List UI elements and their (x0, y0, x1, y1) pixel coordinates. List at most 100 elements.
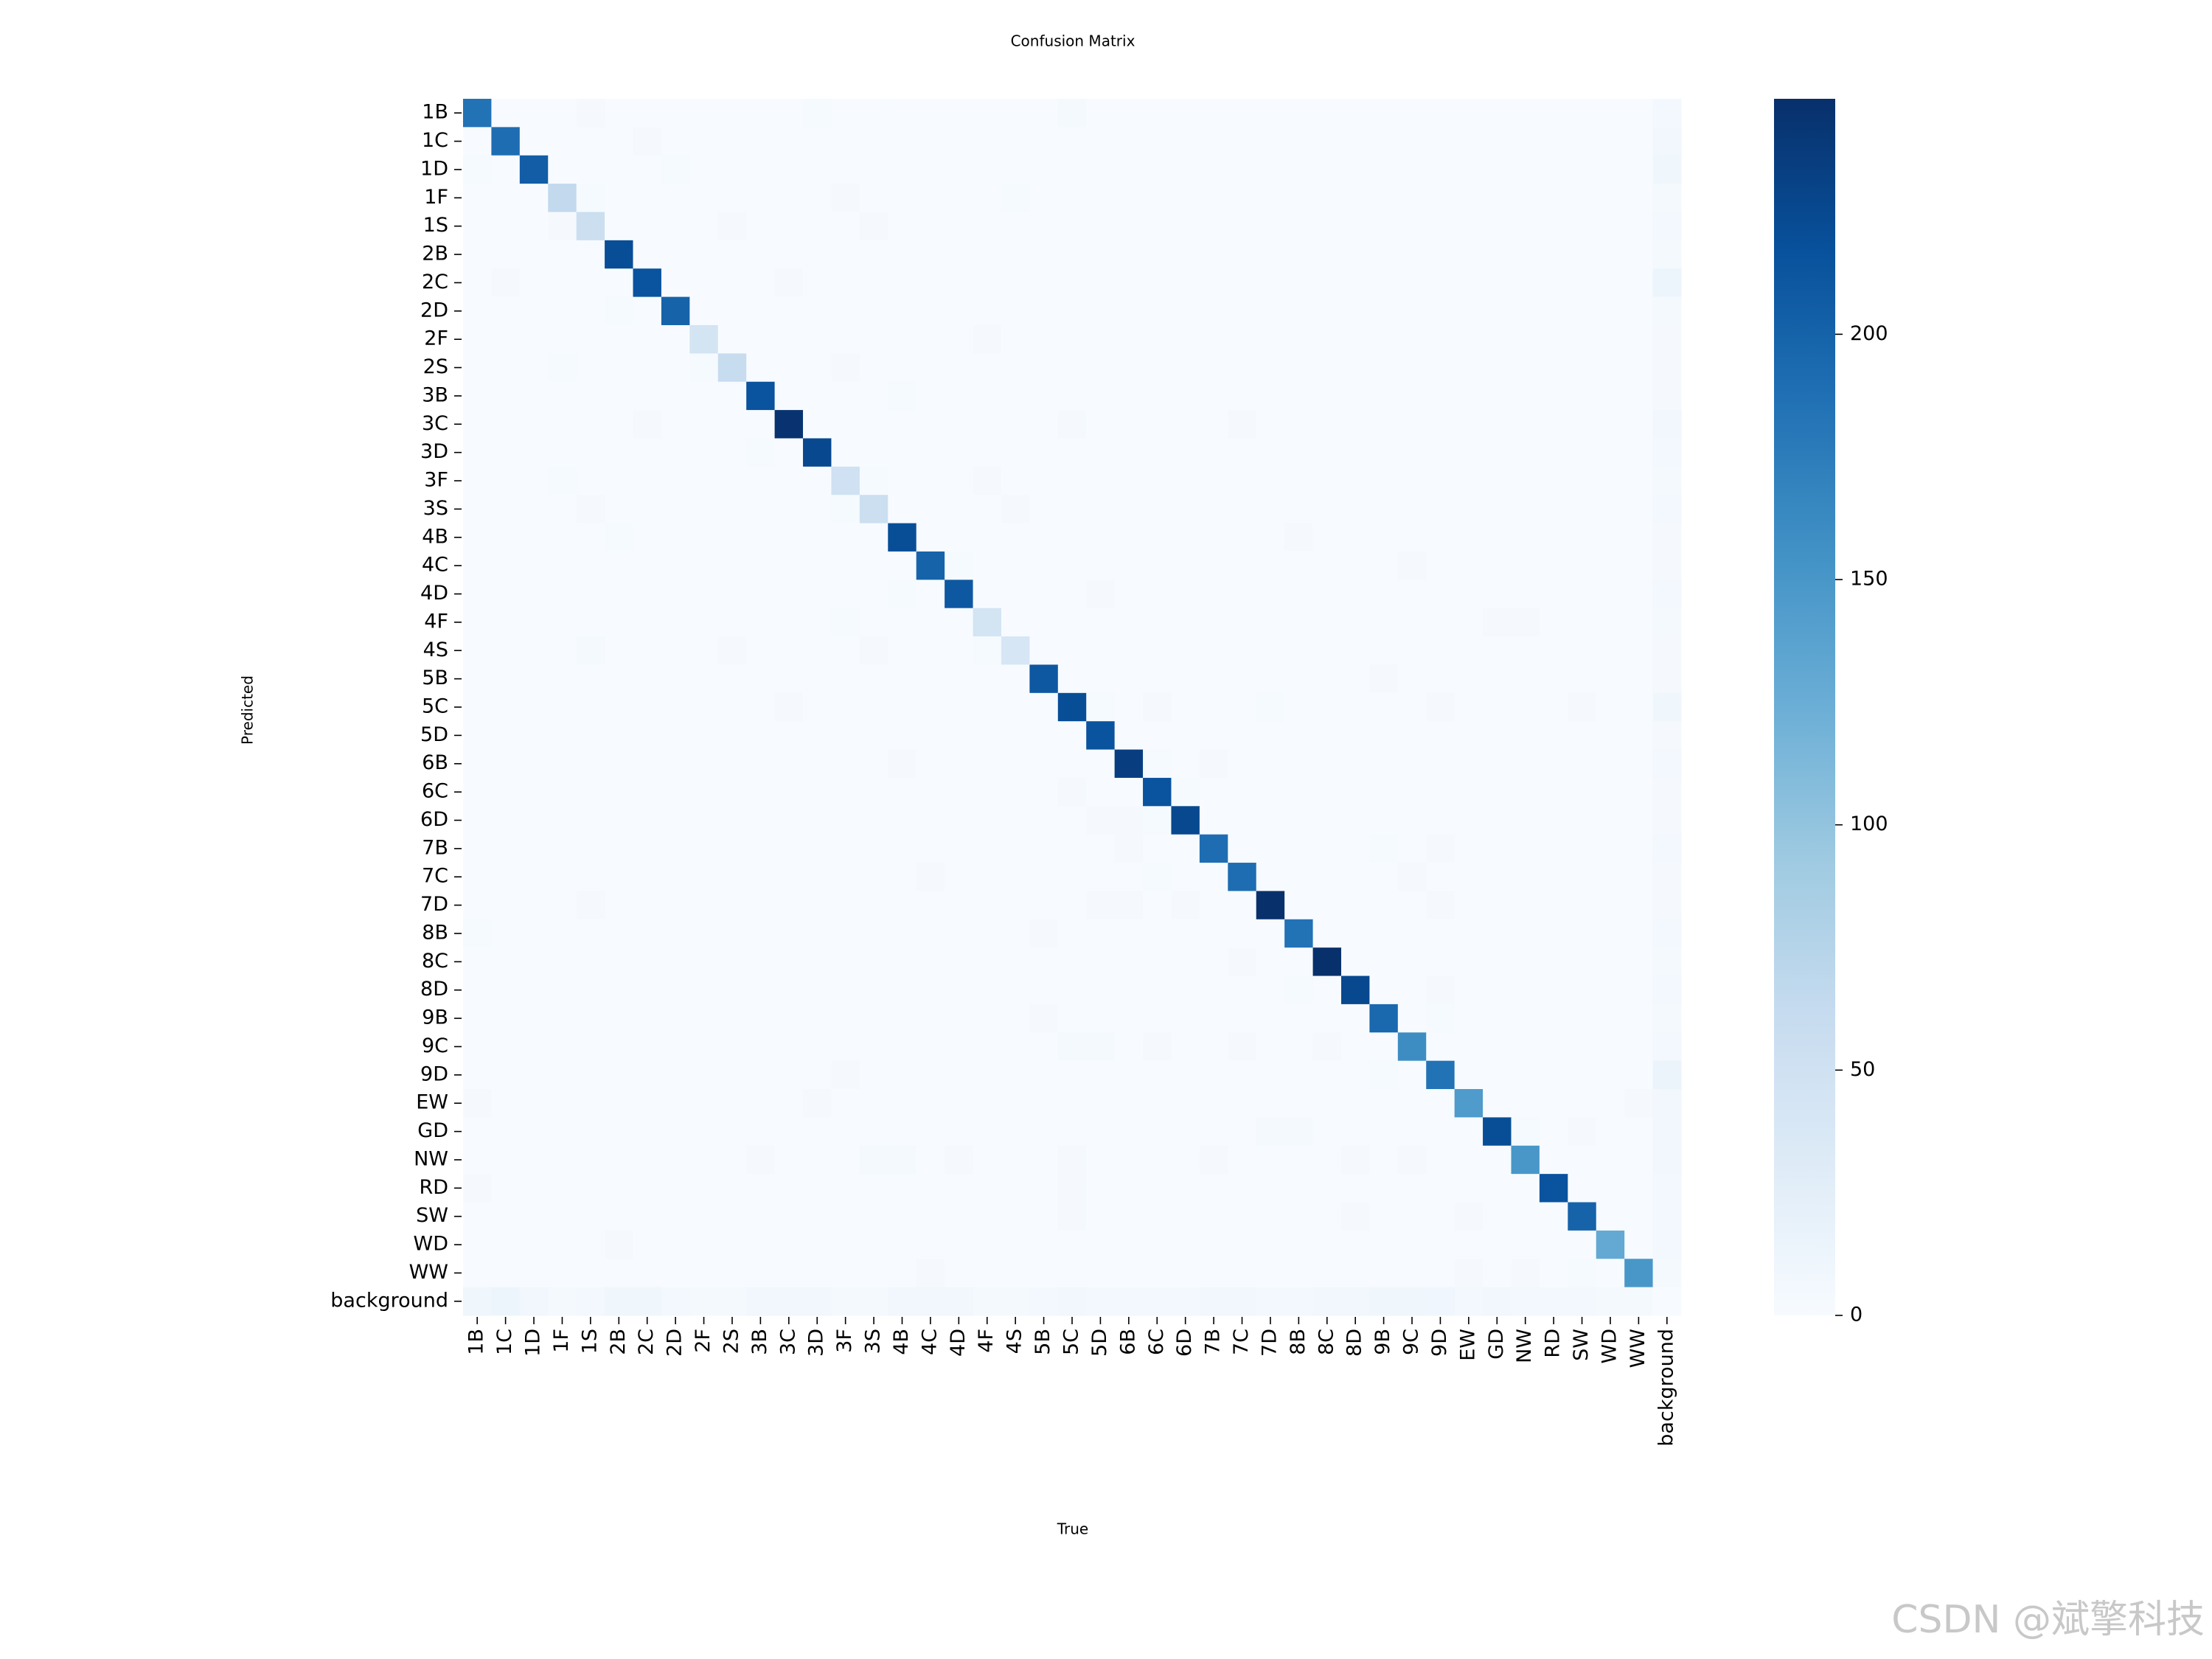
cell (1029, 1202, 1059, 1231)
cell (1312, 1202, 1342, 1231)
cell (1114, 438, 1144, 467)
cell (1256, 891, 1285, 920)
cell (888, 1089, 917, 1118)
cell (1539, 212, 1568, 241)
cell (1340, 1230, 1370, 1259)
cell (1624, 721, 1654, 751)
cell (1624, 212, 1654, 241)
cell (1312, 1145, 1342, 1175)
cell (1284, 749, 1314, 779)
cell (859, 268, 888, 298)
cell (463, 268, 492, 298)
cell (1114, 466, 1144, 495)
cell (973, 891, 1002, 920)
cell (774, 353, 804, 383)
cell (491, 664, 521, 694)
cell (576, 523, 605, 552)
cell (1652, 947, 1682, 977)
x-tick-label: 1B (465, 1329, 488, 1355)
cell (973, 1287, 1002, 1316)
cell (774, 721, 804, 751)
cell (576, 1145, 605, 1175)
y-tick-label: 2C (422, 271, 448, 293)
cell (803, 975, 832, 1005)
cell (1454, 692, 1484, 722)
cell (548, 777, 577, 807)
cell (1029, 947, 1059, 977)
cell (1539, 919, 1568, 948)
cell (1284, 240, 1314, 269)
cell (1171, 1145, 1200, 1175)
cell (1312, 975, 1342, 1005)
cell (519, 212, 549, 241)
cell (859, 692, 888, 722)
cell (689, 777, 719, 807)
cell (1228, 580, 1257, 609)
cell (1001, 636, 1030, 665)
cell (746, 495, 776, 524)
cell (1539, 777, 1568, 807)
cell (491, 692, 521, 722)
cell (1454, 975, 1484, 1005)
cell (888, 1145, 917, 1175)
cell (1284, 1060, 1314, 1090)
cell (1483, 749, 1512, 779)
cell (859, 749, 888, 779)
cell (661, 636, 690, 665)
cell (548, 1259, 577, 1288)
cell (888, 466, 917, 495)
cell (1483, 636, 1512, 665)
colorbar-tick-label: 0 (1850, 1304, 1863, 1326)
cell (1454, 466, 1484, 495)
cell (1426, 636, 1455, 665)
cell (548, 1117, 577, 1147)
cell (519, 863, 549, 891)
cell (1652, 1117, 1682, 1147)
cell (1511, 212, 1540, 241)
cell (605, 1060, 634, 1090)
cell (1171, 324, 1200, 354)
cell (916, 1287, 945, 1316)
cell (717, 1174, 747, 1203)
cell (1596, 381, 1625, 411)
cell (576, 947, 605, 977)
cell (548, 919, 577, 948)
x-tick-label: 9D (1428, 1329, 1451, 1357)
cell (803, 863, 832, 891)
cell (746, 1032, 776, 1062)
cell (1369, 155, 1399, 184)
cell (576, 99, 605, 128)
cell (1114, 1259, 1144, 1288)
cell (1568, 551, 1597, 580)
cell (803, 919, 832, 948)
cell (1001, 1202, 1030, 1231)
cell (1086, 296, 1116, 326)
cell (491, 324, 521, 354)
cell (519, 127, 549, 156)
cell (774, 99, 804, 128)
colorbar-tick-label: 150 (1850, 568, 1888, 591)
cell (1369, 495, 1399, 524)
cell (605, 919, 634, 948)
cell (1256, 1287, 1285, 1316)
cell (1596, 975, 1625, 1005)
cell (1596, 891, 1625, 920)
cell (689, 523, 719, 552)
cell (1624, 551, 1654, 580)
cell (831, 664, 860, 694)
cell (519, 1004, 549, 1033)
cell (1397, 1060, 1427, 1090)
cell (689, 1230, 719, 1259)
cell (1256, 1060, 1285, 1090)
cell (519, 438, 549, 467)
cell (916, 523, 945, 552)
cell (1199, 466, 1228, 495)
cell (746, 919, 776, 948)
cell (717, 551, 747, 580)
cell (576, 184, 605, 212)
cell (1228, 692, 1257, 722)
cell (717, 1032, 747, 1062)
cell (1199, 1117, 1228, 1147)
cell (831, 212, 860, 241)
cell (1568, 240, 1597, 269)
